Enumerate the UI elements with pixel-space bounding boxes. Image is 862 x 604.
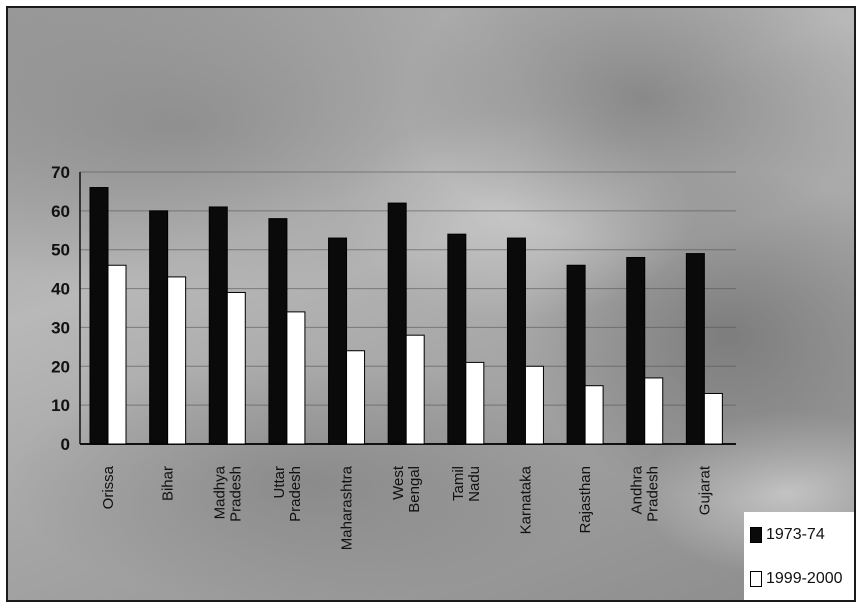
bar xyxy=(506,237,526,445)
y-tick-label: 70 xyxy=(51,163,70,182)
y-tick-label: 50 xyxy=(51,241,70,260)
category-label: Karnataka xyxy=(517,465,534,534)
background-photo xyxy=(8,8,854,600)
bar xyxy=(268,218,288,445)
bar xyxy=(226,291,246,445)
bar xyxy=(405,334,425,445)
category-label: Gujarat xyxy=(696,465,713,515)
bar xyxy=(685,253,705,445)
category-label: Madhya xyxy=(211,465,228,519)
y-tick-label: 60 xyxy=(51,202,70,221)
bar xyxy=(566,264,586,445)
bar xyxy=(208,206,228,445)
category-label: West xyxy=(390,465,407,500)
y-tick-label: 40 xyxy=(51,280,70,299)
bar xyxy=(107,264,127,445)
bar xyxy=(387,202,407,445)
category-label: Pradesh xyxy=(227,466,244,522)
bar xyxy=(328,237,348,445)
category-label: Tamil xyxy=(450,466,467,501)
bar xyxy=(286,311,306,445)
bar xyxy=(644,377,664,445)
bar xyxy=(584,385,604,445)
y-tick-label: 10 xyxy=(51,396,70,415)
category-label: Rajasthan xyxy=(577,466,594,534)
category-label: Orissa xyxy=(100,465,117,509)
legend-swatch-1999 xyxy=(750,571,762,587)
y-tick-label: 0 xyxy=(61,435,70,454)
bar xyxy=(447,233,467,445)
category-label: Maharashtra xyxy=(339,465,356,550)
category-label: Bihar xyxy=(160,466,177,501)
legend-label-1999: 1999-2000 xyxy=(766,570,843,587)
legend-swatch-1973 xyxy=(750,527,762,543)
category-label: Nadu xyxy=(466,466,483,502)
category-label: Pradesh xyxy=(645,466,662,522)
bar xyxy=(167,276,187,445)
chart-frame: 0 10 20 30 40 50 60 70 Orissa Bihar Madhya Pradesh U… xyxy=(6,6,856,602)
bar xyxy=(149,210,169,445)
legend-item-1973: 1973-74 xyxy=(750,526,825,544)
bar xyxy=(703,392,723,445)
legend-label-1973: 1973-74 xyxy=(766,526,825,543)
legend: 1973-74 1999-2000 xyxy=(744,512,854,600)
bar xyxy=(89,187,109,445)
bar xyxy=(346,350,366,445)
category-label: Bengal xyxy=(406,466,423,513)
bar xyxy=(524,365,544,445)
category-label: Andhra xyxy=(629,465,646,514)
category-label: Pradesh xyxy=(287,466,304,522)
bar xyxy=(626,256,646,445)
y-tick-label: 30 xyxy=(51,318,70,337)
category-label: Uttar xyxy=(271,466,288,499)
y-tick-label: 20 xyxy=(51,357,70,376)
bar xyxy=(465,361,485,445)
legend-item-1999: 1999-2000 xyxy=(750,570,843,588)
